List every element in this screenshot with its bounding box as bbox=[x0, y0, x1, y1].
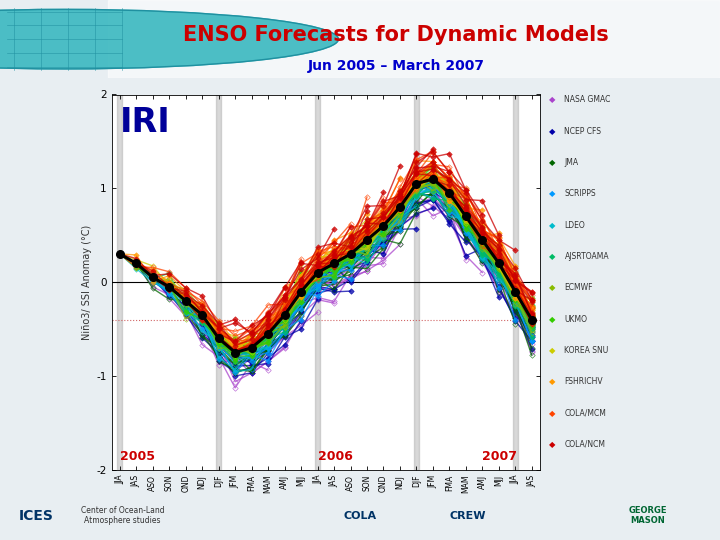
Bar bbox=[108, 0, 720, 78]
Text: LDEO: LDEO bbox=[564, 221, 585, 230]
Text: 2006: 2006 bbox=[318, 450, 352, 463]
Text: COLA/MCM: COLA/MCM bbox=[564, 409, 606, 417]
Text: ◆: ◆ bbox=[549, 377, 555, 386]
Text: ◆: ◆ bbox=[549, 190, 555, 198]
Text: IRI: IRI bbox=[120, 106, 171, 139]
Text: ◆: ◆ bbox=[549, 158, 555, 167]
Text: FSHRICHV: FSHRICHV bbox=[564, 377, 603, 386]
Text: 2007: 2007 bbox=[482, 450, 518, 463]
Text: 2005: 2005 bbox=[120, 450, 155, 463]
Text: CREW: CREW bbox=[450, 511, 486, 521]
Text: ◆: ◆ bbox=[549, 284, 555, 292]
Y-axis label: Niño3/ SSI Anomay (°C): Niño3/ SSI Anomay (°C) bbox=[82, 225, 92, 340]
Text: JMA: JMA bbox=[564, 158, 579, 167]
Text: KOREA SNU: KOREA SNU bbox=[564, 346, 608, 355]
Text: NCEP CFS: NCEP CFS bbox=[564, 127, 601, 136]
Text: ◆: ◆ bbox=[549, 127, 555, 136]
Text: ◆: ◆ bbox=[549, 252, 555, 261]
Text: ◆: ◆ bbox=[549, 315, 555, 323]
Text: ◆: ◆ bbox=[549, 221, 555, 230]
Bar bbox=[117, 94, 122, 470]
Text: UKMO: UKMO bbox=[564, 315, 588, 323]
Bar bbox=[216, 94, 221, 470]
Text: COLA/NCM: COLA/NCM bbox=[564, 440, 606, 449]
Text: Jun 2005 – March 2007: Jun 2005 – March 2007 bbox=[307, 59, 485, 73]
Text: ◆: ◆ bbox=[549, 96, 555, 104]
Text: ◆: ◆ bbox=[549, 409, 555, 417]
Bar bbox=[414, 94, 419, 470]
Text: AJSRTOAMA: AJSRTOAMA bbox=[564, 252, 609, 261]
Text: ◆: ◆ bbox=[549, 440, 555, 449]
Text: Center of Ocean-Land
Atmosphere studies: Center of Ocean-Land Atmosphere studies bbox=[81, 506, 164, 525]
Text: SCRIPPS: SCRIPPS bbox=[564, 190, 596, 198]
Text: NASA GMAC: NASA GMAC bbox=[564, 96, 611, 104]
Text: ENSO Forecasts for Dynamic Models: ENSO Forecasts for Dynamic Models bbox=[183, 25, 609, 45]
Text: COLA: COLA bbox=[343, 511, 377, 521]
Bar bbox=[513, 94, 518, 470]
Bar bbox=[315, 94, 320, 470]
Text: ICES: ICES bbox=[19, 509, 53, 523]
Circle shape bbox=[0, 9, 338, 69]
Text: GEORGE
MASON: GEORGE MASON bbox=[629, 506, 667, 525]
Text: ◆: ◆ bbox=[549, 346, 555, 355]
Text: ECMWF: ECMWF bbox=[564, 284, 593, 292]
